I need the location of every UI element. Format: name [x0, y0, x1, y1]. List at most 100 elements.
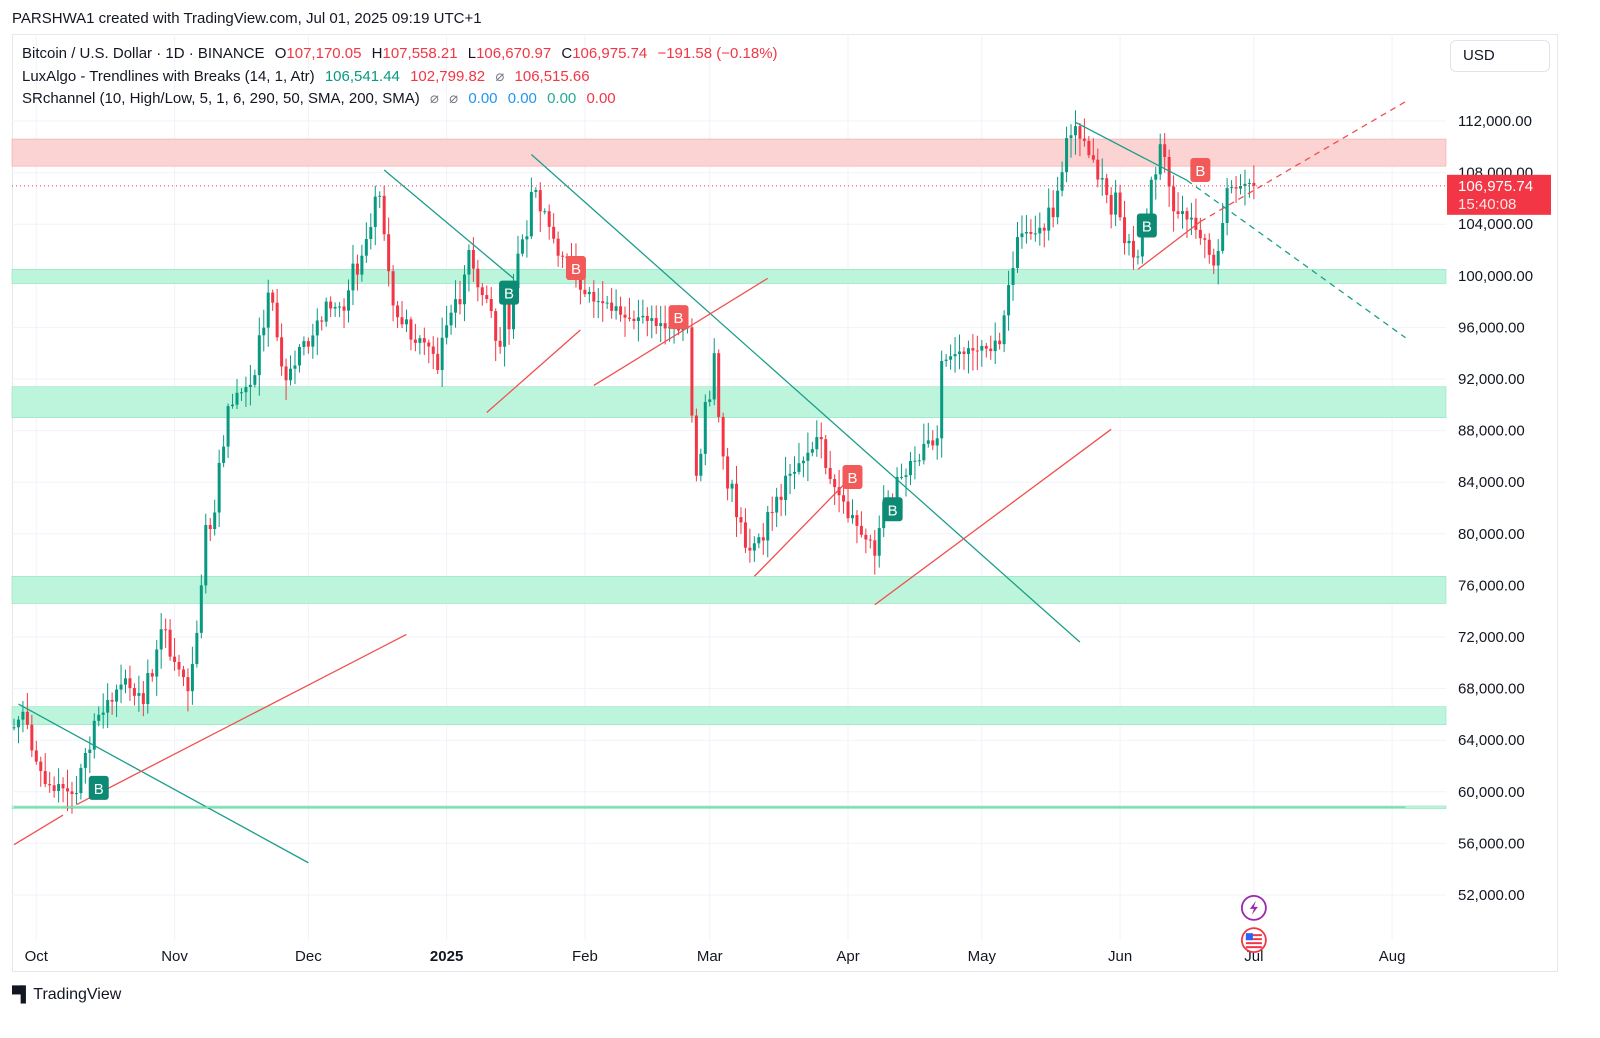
candle-body — [275, 302, 279, 338]
candle-body — [231, 404, 235, 407]
candle-body — [1136, 256, 1140, 258]
candle-body — [373, 196, 377, 227]
candle-body — [529, 191, 533, 237]
legend-luxalgo-row: LuxAlgo - Trendlines with Breaks (14, 1,… — [22, 67, 596, 85]
trendline-down — [1075, 121, 1188, 181]
candle-body — [333, 307, 337, 309]
symbol-label[interactable]: Bitcoin / U.S. Dollar · 1D · BINANCE — [22, 45, 265, 62]
candle-body — [980, 345, 984, 351]
candle-body — [1016, 237, 1019, 268]
break-up-marker[interactable] — [1136, 213, 1157, 238]
candle-body — [498, 340, 502, 347]
marker-label: B — [674, 310, 684, 327]
candle-body — [132, 688, 136, 696]
candle-body — [922, 443, 926, 461]
trendline-up — [13, 814, 64, 846]
candle-body — [1221, 223, 1225, 251]
candle-body — [297, 346, 301, 366]
candle-body — [257, 335, 261, 376]
candle-body — [66, 788, 70, 792]
candle-body — [690, 327, 694, 416]
luxalgo-indicator-name[interactable]: LuxAlgo - Trendlines with Breaks (14, 1,… — [22, 68, 315, 85]
hidden-value-icon: ⌀ — [429, 90, 439, 107]
flag-canton — [1245, 933, 1253, 941]
chart-frame[interactable] — [12, 34, 1558, 972]
candle-body — [83, 752, 87, 768]
candle-body — [1176, 211, 1180, 214]
y-tick-label: 52,000.00 — [1458, 887, 1525, 904]
marker-label: B — [888, 502, 898, 519]
candle-body — [1114, 192, 1118, 215]
break-up-marker[interactable] — [88, 775, 109, 800]
candle-body — [462, 274, 466, 305]
candle-body — [1029, 232, 1033, 234]
candle-body — [320, 320, 324, 322]
currency-button[interactable]: USD — [1450, 40, 1550, 72]
marker-label: B — [571, 261, 581, 278]
y-tick-label: 84,000.00 — [1458, 474, 1525, 491]
last-price-label[interactable] — [1447, 174, 1551, 215]
candle-body — [797, 463, 801, 472]
candle-body — [846, 501, 850, 519]
candle-body — [1073, 126, 1077, 136]
break-down-marker[interactable] — [1190, 158, 1211, 183]
candle-body — [1163, 144, 1167, 158]
candle-body — [355, 263, 359, 275]
legend-symbol-row: Bitcoin / U.S. Dollar · 1D · BINANCE O10… — [22, 45, 784, 62]
break-up-marker[interactable] — [882, 497, 903, 522]
candle-body — [1198, 229, 1202, 239]
x-tick-label: Oct — [25, 948, 49, 965]
open-value: 107,170.05 — [286, 45, 362, 62]
candle-body — [507, 299, 511, 330]
x-tick-label: Dec — [295, 948, 322, 965]
candle-body — [1060, 172, 1064, 191]
y-tick-label: 104,000.00 — [1458, 216, 1533, 233]
candle-body — [70, 791, 74, 795]
y-tick-label: 88,000.00 — [1458, 423, 1525, 440]
candle-body — [512, 288, 516, 330]
break-down-marker[interactable] — [842, 465, 863, 490]
x-tick-label: Feb — [572, 948, 598, 965]
break-up-marker[interactable] — [499, 280, 520, 305]
break-down-marker[interactable] — [668, 305, 689, 330]
candle-body — [1109, 194, 1113, 215]
candle-body — [128, 678, 132, 689]
candle-body — [779, 496, 783, 500]
candle-body — [480, 287, 484, 296]
candle-body — [1131, 240, 1135, 258]
candle-body — [347, 290, 350, 311]
x-tick-label: Apr — [836, 948, 859, 965]
candle-body — [400, 317, 404, 325]
candle-body — [761, 537, 765, 541]
open-label: O — [274, 45, 287, 62]
candle-body — [784, 475, 788, 500]
candle-body — [1207, 239, 1211, 255]
close-value: 106,975.74 — [572, 45, 648, 62]
candle-body — [61, 784, 65, 789]
low-value: 106,670.97 — [476, 45, 552, 62]
trendline-down — [530, 154, 1081, 643]
candle-body — [471, 250, 475, 269]
candle-body — [757, 537, 761, 544]
candle-body — [743, 522, 747, 548]
candle-body — [583, 289, 587, 295]
tradingview-footer[interactable]: ▀▌ TradingView — [12, 986, 121, 1004]
y-tick-label: 64,000.00 — [1458, 732, 1525, 749]
candle-body — [824, 439, 828, 468]
candle-body — [244, 387, 248, 393]
candle-body — [739, 517, 743, 523]
candle-body — [543, 211, 547, 213]
candle-body — [284, 366, 288, 381]
candle-body — [1252, 182, 1256, 186]
srchannel-indicator-name[interactable]: SRchannel (10, High/Low, 5, 1, 6, 290, 5… — [22, 90, 420, 107]
break-down-marker[interactable] — [565, 256, 586, 281]
candle-body — [364, 239, 368, 256]
candle-body — [1189, 217, 1193, 220]
candle-body — [119, 684, 123, 690]
candle-body — [409, 319, 413, 340]
candle-body — [610, 302, 614, 311]
candle-body — [1096, 159, 1100, 180]
hidden-value-icon: ⌀ — [495, 68, 505, 85]
candle-body — [748, 547, 752, 551]
